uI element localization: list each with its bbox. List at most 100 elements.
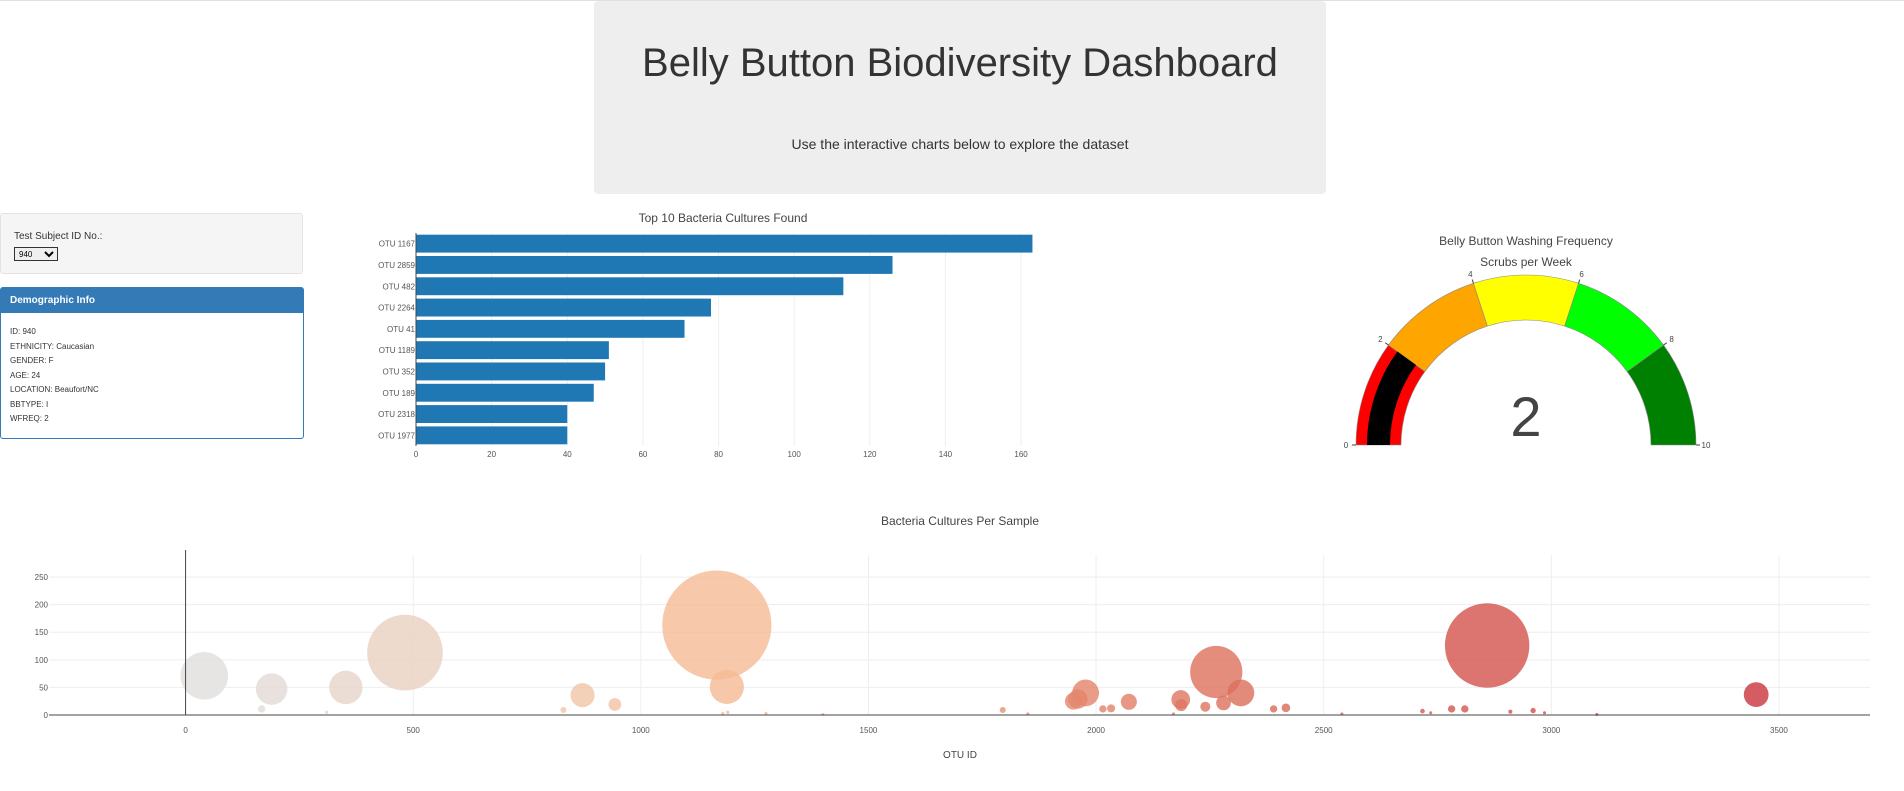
bubble-y-tick-label: 250: [35, 573, 49, 582]
bar: [416, 234, 1033, 253]
gauge-tick-label: 6: [1579, 270, 1584, 279]
demographic-row-wfreq: WFREQ: 2: [10, 414, 49, 423]
bubble-point: [1120, 693, 1137, 710]
bar: [416, 298, 711, 317]
bubble-point: [1444, 603, 1530, 688]
bubble-x-tick-label: 3000: [1542, 726, 1560, 735]
gauge-subtitle: Scrubs per Week: [1480, 255, 1573, 269]
bubble-point: [257, 705, 266, 713]
bar: [416, 383, 594, 402]
subject-id-label: Test Subject ID No.:: [14, 231, 103, 242]
bubble-x-axis-label: OTU ID: [943, 750, 977, 761]
bubble-point: [329, 670, 363, 705]
bar-x-tick-label: 120: [863, 450, 877, 459]
washing-frequency-gauge[interactable]: Belly Button Washing Frequency Scrubs per…: [1330, 226, 1730, 461]
bubble-point: [726, 710, 730, 714]
subject-id-select[interactable]: 940: [14, 247, 58, 261]
bubble-y-tick-label: 50: [39, 683, 48, 692]
gauge-tick-label: 8: [1669, 335, 1674, 344]
bar-x-tick-label: 80: [714, 450, 723, 459]
bar-y-tick-label: OTU 41: [387, 325, 416, 334]
bacteria-bubble-chart[interactable]: Bacteria Cultures Per Sample 0 50 100 150 200…: [0, 505, 1904, 791]
bubble-point: [1175, 699, 1188, 712]
bubble-point: [180, 652, 229, 700]
demographic-row-age: AGE: 24: [10, 370, 41, 380]
bar: [416, 277, 844, 296]
demographic-row-gender: GENDER: F: [10, 356, 54, 365]
gauge-tick: [1471, 279, 1474, 284]
bubble-point: [325, 710, 329, 714]
bar-x-tick-label: 0: [414, 450, 419, 459]
bubble-y-tick-label: 150: [35, 628, 49, 637]
bubble-chart-title: Bacteria Cultures Per Sample: [881, 514, 1039, 528]
bar-y-tick-label: OTU 482: [383, 282, 416, 291]
bubble-point: [1447, 705, 1456, 713]
gauge-tick-label: 4: [1468, 270, 1473, 279]
bar-x-tick-label: 20: [487, 450, 496, 459]
gauge-tick: [1578, 279, 1581, 284]
bar-y-tick-label: OTU 2318: [378, 410, 415, 419]
bubble-x-tick-label: 2000: [1087, 726, 1105, 735]
demographic-body: ID: 940 ETHNICITY: Caucasian GENDER: F A…: [1, 313, 303, 427]
bar-x-tick-label: 60: [638, 450, 647, 459]
bar: [416, 426, 568, 445]
top-border: [0, 0, 1904, 1]
bubble-point: [721, 711, 725, 715]
top10-bar-chart[interactable]: Top 10 Bacteria Cultures Found 0 20 40 60 80 1…: [360, 206, 1060, 461]
bar-y-tick-label: OTU 1977: [378, 431, 415, 440]
bar-y-tick-label: OTU 1167: [379, 240, 416, 249]
bubble-point: [1099, 705, 1107, 713]
demographic-row-ethnicity: ETHNICITY: Caucasian: [10, 341, 95, 351]
bubble-point: [1508, 709, 1513, 714]
bubble-point: [1190, 645, 1243, 699]
bar-x-tick-label: 40: [563, 450, 572, 459]
gauge-step: [1626, 344, 1697, 446]
page-subtitle: Use the interactive charts below to expl…: [791, 136, 1129, 152]
bubble-point: [1429, 711, 1433, 715]
bubble-y-tick-label: 0: [44, 711, 49, 720]
bubble-point: [709, 669, 744, 704]
bubble-point: [1743, 682, 1769, 707]
bar: [416, 256, 893, 274]
bubble-point: [570, 683, 595, 708]
demographic-row-bbtype: BBTYPE: I: [10, 399, 49, 409]
bubble-x-tick-label: 0: [183, 726, 188, 735]
gauge-tick: [1384, 342, 1389, 346]
bar-x-tick-label: 100: [788, 450, 802, 459]
bubble-point: [764, 711, 768, 715]
gauge-step: [1473, 274, 1579, 327]
demographic-row-id: ID: 940: [10, 327, 36, 336]
bubble-point: [1542, 711, 1546, 715]
header-banner: Belly Button Biodiversity Dashboard Use …: [594, 1, 1326, 194]
bubble-point: [662, 570, 772, 680]
bar-x-tick-label: 140: [939, 450, 953, 459]
bubble-point: [255, 673, 288, 705]
bubble-point: [1200, 701, 1211, 712]
page-title: Belly Button Biodiversity Dashboard: [642, 41, 1278, 85]
bar: [416, 405, 568, 423]
gauge-title: Belly Button Washing Frequency: [1439, 234, 1613, 248]
bar: [416, 362, 606, 381]
bubble-x-tick-label: 2500: [1315, 726, 1333, 735]
bubble-x-tick-label: 1500: [860, 726, 878, 735]
bubble-point: [1269, 705, 1278, 713]
bar-y-tick-label: OTU 352: [383, 367, 416, 376]
demographic-row-location: LOCATION: Beaufort/NC: [10, 385, 99, 394]
bar: [416, 319, 685, 338]
gauge-value-bar: [1367, 351, 1416, 445]
bubble-point: [1530, 707, 1536, 714]
bar-y-tick-label: OTU 1189: [379, 346, 416, 355]
bubble-x-tick-label: 1000: [632, 726, 650, 735]
bar-y-tick-label: OTU 2264: [378, 304, 415, 313]
gauge-tick-label: 2: [1378, 335, 1383, 344]
subject-selector-panel: Test Subject ID No.: 940: [0, 213, 303, 274]
bar: [416, 341, 609, 360]
bubble-point: [1107, 704, 1116, 713]
bar-chart-title: Top 10 Bacteria Cultures Found: [639, 211, 808, 225]
demographic-panel: Demographic Info ID: 940 ETHNICITY: Cauc…: [0, 287, 304, 439]
bubble-point: [560, 707, 567, 714]
gauge-value-number: 2: [1510, 385, 1541, 448]
demographic-heading: Demographic Info: [1, 288, 303, 313]
gauge-tick: [1663, 342, 1668, 346]
bubble-y-tick-label: 200: [35, 601, 49, 610]
